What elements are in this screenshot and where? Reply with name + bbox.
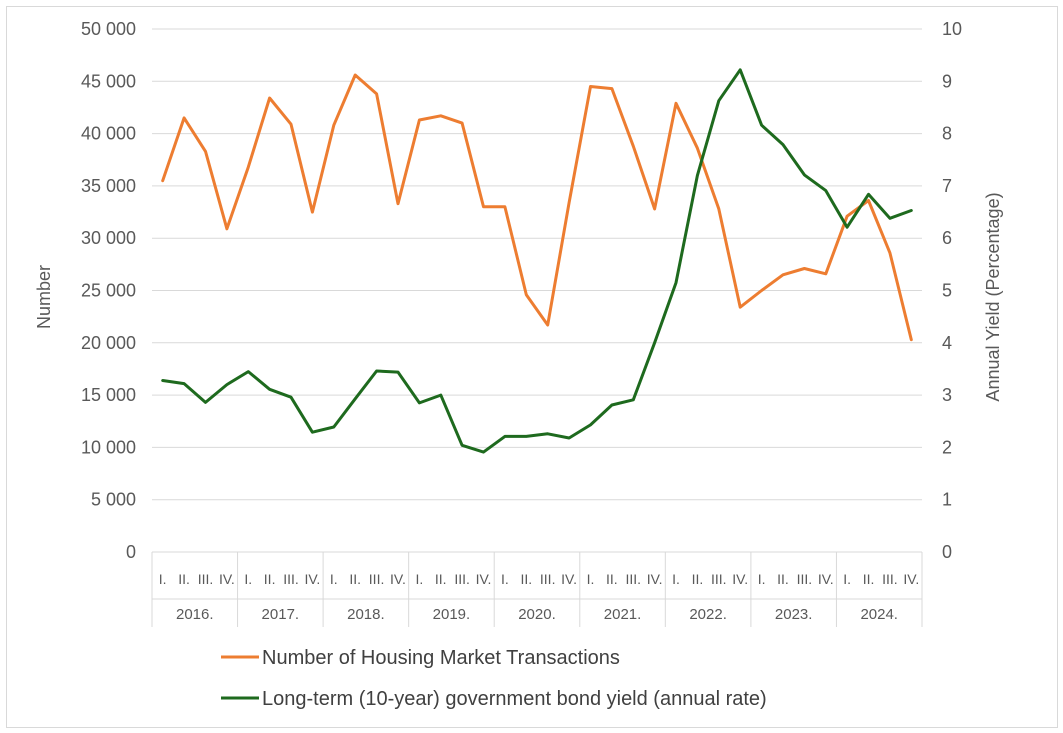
left-axis-title: Number	[34, 265, 54, 329]
left-tick-label: 15 000	[81, 385, 136, 405]
right-axis-title: Annual Yield (Percentage)	[983, 192, 1003, 401]
left-tick-label: 50 000	[81, 19, 136, 39]
left-tick-label: 5 000	[91, 490, 136, 510]
quarter-tick-label: I.	[587, 571, 595, 587]
year-tick-label: 2021.	[604, 606, 642, 623]
year-tick-label: 2024.	[860, 606, 898, 623]
quarter-tick-label: III.	[369, 571, 385, 587]
quarter-tick-label: IV.	[818, 571, 834, 587]
left-tick-label: 20 000	[81, 333, 136, 353]
year-tick-label: 2018.	[347, 606, 385, 623]
left-tick-label: 40 000	[81, 124, 136, 144]
quarter-tick-label: III.	[283, 571, 299, 587]
quarter-tick-label: III.	[454, 571, 470, 587]
quarter-tick-label: III.	[797, 571, 813, 587]
right-tick-label: 10	[942, 19, 962, 39]
legend-label: Number of Housing Market Transactions	[262, 647, 620, 669]
right-tick-label: 2	[942, 437, 952, 457]
right-tick-label: 8	[942, 124, 952, 144]
quarter-tick-label: II.	[435, 571, 447, 587]
quarter-tick-label: II.	[692, 571, 704, 587]
series-layer	[161, 68, 913, 454]
right-tick-label: 6	[942, 228, 952, 248]
legend: Number of Housing Market Transactions Lon…	[221, 647, 767, 710]
quarter-tick-label: II.	[863, 571, 875, 587]
quarter-tick-label: II.	[520, 571, 532, 587]
quarter-tick-label: III.	[540, 571, 556, 587]
quarter-tick-label: III.	[882, 571, 898, 587]
left-tick-label: 10 000	[81, 437, 136, 457]
series-line-2	[161, 68, 913, 454]
year-tick-label: 2023.	[775, 606, 813, 623]
right-tick-label: 0	[942, 542, 952, 562]
quarter-tick-label: III.	[711, 571, 727, 587]
right-tick-label: 4	[942, 333, 952, 353]
quarter-tick-label: IV.	[903, 571, 919, 587]
year-tick-label: 2020.	[518, 606, 556, 623]
quarter-tick-label: IV.	[304, 571, 320, 587]
quarter-tick-label: II.	[178, 571, 190, 587]
legend-label: Long-term (10-year) government bond yiel…	[262, 688, 767, 710]
right-tick-label: 5	[942, 281, 952, 301]
quarter-tick-label: I.	[758, 571, 766, 587]
quarter-tick-label: IV.	[390, 571, 406, 587]
quarter-tick-label: IV.	[476, 571, 492, 587]
right-tick-label: 7	[942, 176, 952, 196]
quarter-tick-label: IV.	[732, 571, 748, 587]
left-tick-label: 0	[126, 542, 136, 562]
quarter-tick-label: IV.	[219, 571, 235, 587]
quarter-tick-label: I.	[843, 571, 851, 587]
quarter-tick-label: I.	[244, 571, 252, 587]
quarter-tick-label: IV.	[647, 571, 663, 587]
right-tick-label: 9	[942, 71, 952, 91]
year-tick-label: 2019.	[433, 606, 471, 623]
right-axis-ticks: 0 1 2 3 4 5 6 7 8 9 10	[942, 19, 962, 562]
quarter-tick-label: II.	[264, 571, 276, 587]
quarter-tick-label: III.	[625, 571, 641, 587]
quarter-tick-label: I.	[672, 571, 680, 587]
quarter-tick-label: III.	[198, 571, 214, 587]
right-tick-label: 3	[942, 385, 952, 405]
right-tick-label: 1	[942, 490, 952, 510]
quarter-tick-label: I.	[501, 571, 509, 587]
left-tick-label: 45 000	[81, 71, 136, 91]
quarter-tick-label: II.	[777, 571, 789, 587]
left-tick-label: 35 000	[81, 176, 136, 196]
year-tick-label: 2016.	[176, 606, 214, 623]
quarter-tick-label: I.	[330, 571, 338, 587]
left-tick-label: 30 000	[81, 228, 136, 248]
year-tick-label: 2017.	[262, 606, 300, 623]
series-line-1	[161, 73, 913, 342]
quarter-tick-label: II.	[606, 571, 618, 587]
quarter-tick-label: II.	[349, 571, 361, 587]
quarter-tick-label: I.	[159, 571, 167, 587]
quarter-tick-label: I.	[415, 571, 423, 587]
gridlines	[152, 28, 922, 501]
year-tick-label: 2022.	[689, 606, 727, 623]
quarter-tick-label: IV.	[561, 571, 577, 587]
left-tick-label: 25 000	[81, 281, 136, 301]
category-axis: I. II. III. IV. 2016. I. II. III. IV. 2017. I. II. I…	[151, 551, 923, 627]
left-axis-ticks: 0 5 000 10 000 15 000 20 000 25 000 30 000 35 0…	[81, 19, 136, 562]
